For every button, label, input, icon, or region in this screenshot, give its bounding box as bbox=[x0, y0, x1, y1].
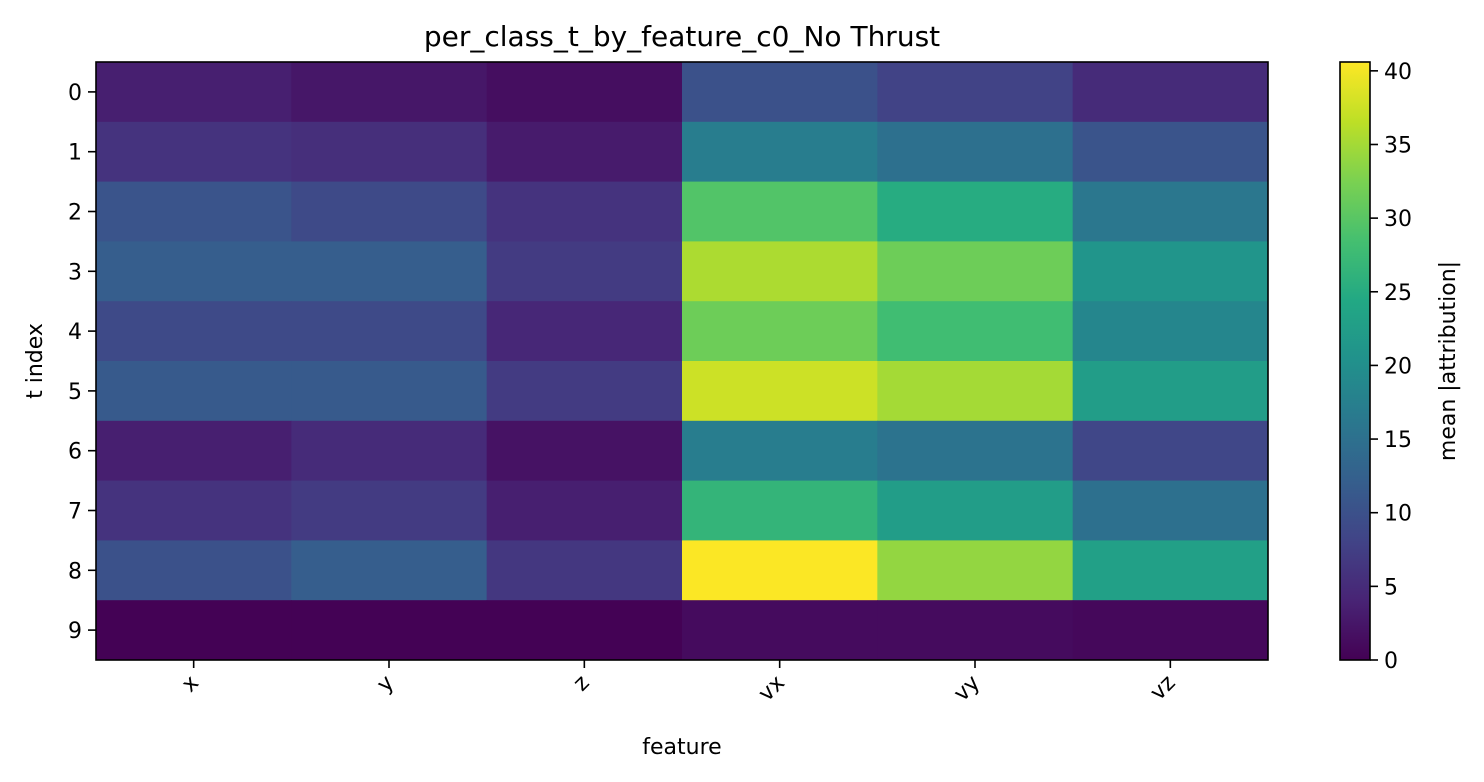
heatmap-cell-t3-vy bbox=[877, 241, 1074, 302]
heatmap-cell-t0-vx bbox=[682, 62, 878, 123]
heatmap-cell-t1-vx bbox=[682, 121, 878, 183]
heatmap-cell-t1-y bbox=[291, 121, 488, 183]
x-tick-label: vx bbox=[754, 671, 790, 707]
heatmap-cell-t5-x bbox=[96, 361, 292, 422]
heatmap-cell-t1-vy bbox=[877, 121, 1074, 183]
heatmap-cells bbox=[96, 62, 1269, 661]
heatmap-cell-t3-y bbox=[291, 241, 488, 302]
heatmap-cell-t0-y bbox=[291, 62, 488, 123]
x-tick-label: z bbox=[569, 671, 595, 697]
heatmap-cell-t0-x bbox=[96, 62, 292, 123]
y-tick-label: 7 bbox=[68, 500, 82, 525]
heatmap-cell-t7-vx bbox=[682, 480, 878, 541]
heatmap-cell-t5-y bbox=[291, 361, 488, 422]
colorbar-tick-label: 25 bbox=[1384, 281, 1412, 306]
y-tick-label: 0 bbox=[68, 81, 82, 106]
heatmap-cell-t7-z bbox=[486, 480, 683, 541]
heatmap-cell-t5-vz bbox=[1072, 361, 1269, 422]
colorbar-tick-label: 0 bbox=[1384, 649, 1398, 674]
colorbar: 0 5 10 15 20 25 30 35 40 mean |attribution| bbox=[1339, 60, 1461, 674]
heatmap-cell-t7-y bbox=[291, 480, 488, 541]
heatmap-cell-t8-vy bbox=[877, 540, 1074, 601]
x-tick-label: vy bbox=[949, 671, 985, 707]
heatmap-cell-t3-z bbox=[486, 241, 683, 302]
heatmap-cell-t1-vz bbox=[1072, 121, 1269, 183]
colorbar-frame bbox=[1339, 61, 1371, 661]
colorbar-tick-label: 10 bbox=[1384, 502, 1412, 527]
heatmap-cell-t1-x bbox=[96, 121, 292, 183]
heatmap-cell-t0-z bbox=[486, 62, 683, 123]
heatmap-cell-t8-x bbox=[96, 540, 292, 601]
heatmap-cell-t6-vz bbox=[1072, 420, 1269, 482]
heatmap-cell-t2-vx bbox=[682, 181, 878, 242]
heatmap-cell-t5-z bbox=[486, 361, 683, 422]
heatmap-cell-t2-vy bbox=[877, 181, 1074, 242]
heatmap-cell-t3-x bbox=[96, 241, 292, 302]
y-axis-label: t index bbox=[23, 323, 48, 399]
heatmap-cell-t9-vz bbox=[1072, 600, 1269, 661]
heatmap-cell-t9-y bbox=[291, 600, 488, 661]
heatmap-cell-t8-y bbox=[291, 540, 488, 601]
heatmap-cell-t2-y bbox=[291, 181, 488, 242]
colorbar-label: mean |attribution| bbox=[1436, 261, 1461, 461]
heatmap-cell-t5-vx bbox=[682, 361, 878, 422]
colorbar-tick-label: 35 bbox=[1384, 133, 1412, 158]
y-tick-label: 2 bbox=[68, 201, 82, 226]
x-tick-label: y bbox=[372, 671, 399, 698]
heatmap-cell-t4-vz bbox=[1072, 301, 1269, 362]
heatmap-cell-t9-x bbox=[96, 600, 292, 661]
heatmap-cell-t9-vx bbox=[682, 600, 878, 661]
heatmap-cell-t3-vz bbox=[1072, 241, 1269, 302]
heatmap-cell-t9-z bbox=[486, 600, 683, 661]
heatmap-cell-t6-y bbox=[291, 420, 488, 482]
y-tick-label: 6 bbox=[68, 440, 82, 465]
heatmap-cell-t3-vx bbox=[682, 241, 878, 302]
y-tick-label: 9 bbox=[68, 619, 82, 644]
heatmap-cell-t7-vz bbox=[1072, 480, 1269, 541]
heatmap-cell-t7-vy bbox=[877, 480, 1074, 541]
heatmap-cell-t6-vx bbox=[682, 420, 878, 482]
colorbar-tick-label: 5 bbox=[1384, 575, 1398, 600]
heatmap-cell-t6-vy bbox=[877, 420, 1074, 482]
heatmap-cell-t9-vy bbox=[877, 600, 1074, 661]
heatmap-cell-t2-x bbox=[96, 181, 292, 242]
colorbar-ticks: 0 5 10 15 20 25 30 35 40 bbox=[1370, 60, 1412, 674]
x-tick-label: vz bbox=[1146, 671, 1181, 706]
y-tick-label: 8 bbox=[68, 559, 82, 584]
heatmap-cell-t4-y bbox=[291, 301, 488, 362]
plot-frame bbox=[95, 61, 1269, 661]
chart-title: per_class_t_by_feature_c0_No Thrust bbox=[424, 20, 940, 53]
heatmap-cell-t8-z bbox=[486, 540, 683, 601]
heatmap-cell-t5-vy bbox=[877, 361, 1074, 422]
heatmap-cell-t0-vz bbox=[1072, 62, 1269, 123]
heatmap-cell-t7-x bbox=[96, 480, 292, 541]
y-tick-label: 1 bbox=[68, 141, 82, 166]
heatmap-cell-t1-z bbox=[486, 121, 683, 183]
x-axis-label: feature bbox=[642, 735, 721, 760]
heatmap-cell-t4-z bbox=[486, 301, 683, 362]
heatmap-cell-t0-vy bbox=[877, 62, 1074, 123]
heatmap-cell-t4-vy bbox=[877, 301, 1074, 362]
heatmap-cell-t2-z bbox=[486, 181, 683, 242]
heatmap-cell-t6-z bbox=[486, 420, 683, 482]
colorbar-tick-label: 30 bbox=[1384, 207, 1412, 232]
colorbar-tick-label: 15 bbox=[1384, 428, 1412, 453]
y-tick-label: 4 bbox=[68, 320, 82, 345]
y-tick-label: 3 bbox=[68, 260, 82, 285]
heatmap-cell-t2-vz bbox=[1072, 181, 1269, 242]
x-axis-ticks: x y z vx vy vz bbox=[177, 660, 1181, 707]
colorbar-tick-label: 20 bbox=[1384, 354, 1412, 379]
heatmap-cell-t6-x bbox=[96, 420, 292, 482]
x-tick-label: x bbox=[177, 671, 204, 698]
heatmap-cell-t8-vx bbox=[682, 540, 878, 601]
heatmap-cell-t4-vx bbox=[682, 301, 878, 362]
y-axis-ticks: 0 1 2 3 4 5 6 7 8 9 bbox=[68, 81, 96, 644]
colorbar-gradient bbox=[1340, 62, 1370, 660]
y-tick-label: 5 bbox=[68, 380, 82, 405]
heatmap-cell-t4-x bbox=[96, 301, 292, 362]
heatmap-cell-t8-vz bbox=[1072, 540, 1269, 601]
colorbar-tick-label: 40 bbox=[1384, 60, 1412, 85]
